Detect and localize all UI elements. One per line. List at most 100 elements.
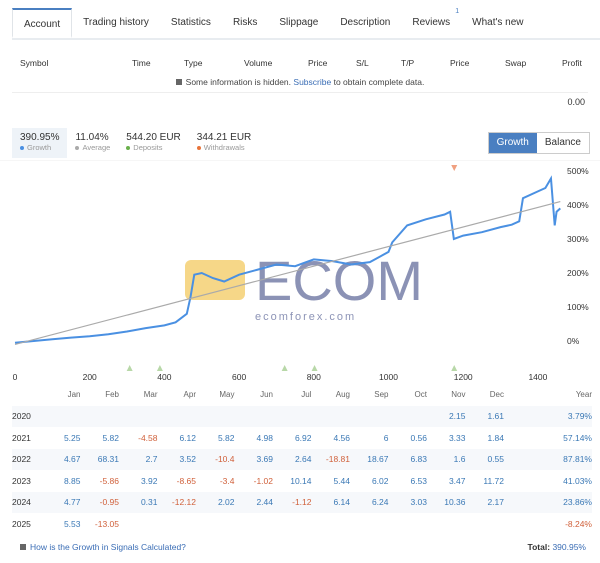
cell: 10.36 <box>444 497 466 508</box>
cell: 6.53 <box>410 475 427 486</box>
cell: 0.55 <box>487 454 504 465</box>
cell: Apr <box>183 390 196 400</box>
cell: 6.12 <box>179 432 196 443</box>
tab-trading-history[interactable]: Trading history <box>72 8 160 38</box>
tab-slippage[interactable]: Slippage <box>268 8 329 38</box>
growth-button[interactable]: Growth <box>488 133 537 153</box>
cell: -0.95 <box>99 497 119 508</box>
stat-label: Withdrawals <box>203 143 245 152</box>
stat-value: 390.95% <box>20 132 60 143</box>
tab-account[interactable]: Account <box>12 8 73 38</box>
column-header: Symbol <box>20 58 49 68</box>
tab-label: Reviews <box>412 17 451 28</box>
x-tick-label: 1400 <box>528 372 547 382</box>
cell: 3.52 <box>179 454 196 465</box>
deposit-marker-icon <box>126 365 133 371</box>
tab-risks[interactable]: Risks <box>222 8 268 38</box>
cell: Jul <box>301 390 312 400</box>
column-header: Profit <box>562 58 582 68</box>
row-label: 2025 <box>12 518 31 529</box>
cell: Mar <box>143 390 158 400</box>
cell: 2.15 <box>448 411 466 422</box>
cell: 3.03 <box>410 497 427 508</box>
chart-toggle: Growth Balance <box>487 132 590 154</box>
stat-label: Average <box>82 143 111 152</box>
table-header: Jan Feb Mar Apr May Jun Jul Aug Sep Oct Nov Dec Year <box>12 384 592 406</box>
balance-button[interactable]: Balance <box>544 137 581 148</box>
deposit-marker-icon <box>156 365 163 371</box>
y-tick-label: 500% <box>567 166 589 176</box>
tab-reviews[interactable]: Reviews 1 <box>401 8 461 38</box>
cell: 5.25 <box>63 432 81 443</box>
table-row: 2022 4.67 68.31 2.7 3.52 -10.4 3.69 2.64 -18.81 1… <box>12 448 592 470</box>
legend-dot-icon <box>126 146 131 151</box>
table-row: 2020 2.15 1.61 3.79% <box>12 405 592 427</box>
column-header: Price <box>308 58 328 68</box>
hidden-info-note: Some information is hidden. Subscribe to… <box>0 77 600 87</box>
y-tick-label: 200% <box>567 268 589 278</box>
stat-average[interactable]: 11.04% Average <box>67 128 118 158</box>
table-row: 2021 5.25 5.82 -4.58 6.12 5.82 4.98 6.92 4.56 6 0.… <box>12 427 592 449</box>
deposit-marker-icon <box>451 365 458 371</box>
hidden-note-tail: to obtain complete data. <box>333 77 425 87</box>
cell: 4.77 <box>63 497 81 508</box>
stat-value: 11.04% <box>75 132 109 143</box>
cell: 6.24 <box>371 497 389 508</box>
x-tick-label: 200 <box>83 372 97 382</box>
cell: -10.4 <box>215 454 235 465</box>
divider <box>12 92 588 93</box>
help-icon <box>20 544 26 550</box>
cell: 0.56 <box>410 432 427 443</box>
monthly-table: Jan Feb Mar Apr May Jun Jul Aug Sep Oct Nov Dec Year… <box>12 384 592 535</box>
cell: 5.82 <box>102 432 119 443</box>
cell: Aug <box>335 390 350 400</box>
cell: 23.86% <box>563 497 592 508</box>
tab-label: Account <box>24 19 61 30</box>
reviews-count-badge: 1 <box>455 8 460 15</box>
column-header: Type <box>184 58 203 68</box>
cell: 2.44 <box>256 497 273 508</box>
help-link-text[interactable]: How is the Growth in Signals Calculated? <box>30 542 186 552</box>
stat-value: 344.21 EUR <box>196 132 252 143</box>
column-header: Price <box>450 58 470 68</box>
cell: -8.65 <box>176 475 196 486</box>
cell: Feb <box>105 390 119 400</box>
row-label: 2022 <box>12 454 31 465</box>
cell: -13.05 <box>94 518 119 529</box>
legend-dot-icon <box>196 146 201 151</box>
subscribe-link[interactable]: Subscribe <box>293 77 332 87</box>
cell: -5.86 <box>99 475 119 486</box>
cell: 68.31 <box>97 454 119 465</box>
cell: 2.64 <box>294 454 312 465</box>
column-header: Time <box>132 58 151 68</box>
cell: -1.02 <box>253 475 273 486</box>
cell: 3.33 <box>448 432 466 443</box>
row-label: 2024 <box>12 497 31 508</box>
tab-label: Statistics <box>170 17 211 28</box>
row-label: 2023 <box>12 475 31 486</box>
cell: Jan <box>67 390 81 400</box>
info-icon <box>175 79 182 85</box>
column-header: Swap <box>505 58 527 68</box>
table-row: 2023 8.85 -5.86 3.92 -8.65 -3.4 -1.02 10.14 5.44… <box>12 470 592 492</box>
stat-growth[interactable]: 390.95% Growth <box>12 128 68 158</box>
cell: 3.92 <box>140 475 158 486</box>
tab-statistics[interactable]: Statistics <box>160 8 222 38</box>
stat-label: Growth <box>27 143 52 152</box>
x-tick-label: 1000 <box>379 372 398 382</box>
cell: 10.14 <box>290 475 312 486</box>
cell: 5.53 <box>63 518 81 529</box>
tab-description[interactable]: Description <box>329 8 401 38</box>
cell: Oct <box>414 390 427 400</box>
cell: 1.61 <box>487 411 504 422</box>
stat-withdrawals[interactable]: 344.21 EUR Withdrawals <box>189 128 259 158</box>
cell: 6 <box>383 432 389 443</box>
cell: Dec <box>489 390 504 400</box>
help-link[interactable]: How is the Growth in Signals Calculated? <box>20 542 186 552</box>
stat-deposits[interactable]: 544.20 EUR Deposits <box>118 128 188 158</box>
legend-dot-icon <box>75 146 80 151</box>
y-tick-label: 300% <box>567 234 589 244</box>
trend-line <box>14 201 561 345</box>
tab-what-s-new[interactable]: What's new <box>461 8 534 38</box>
